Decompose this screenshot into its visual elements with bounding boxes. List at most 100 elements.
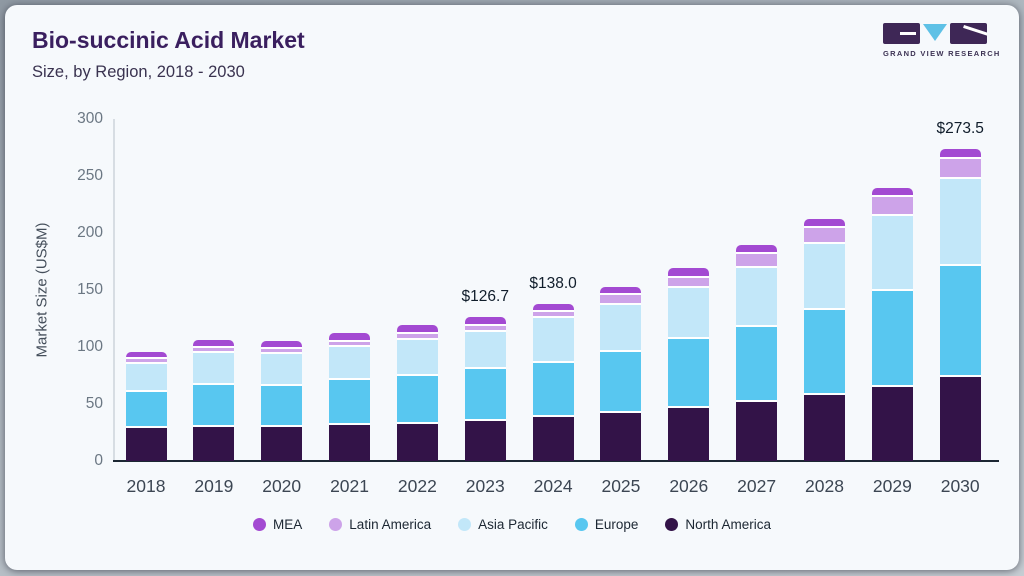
bar-2019 [193, 340, 235, 461]
bar-2027-segment-europe [736, 326, 778, 403]
bar-2025-segment-asia-pacific [600, 305, 642, 352]
bar-2018-segment-latin-america [125, 359, 167, 365]
bar-2030-segment-north-america [939, 376, 981, 461]
bar-2021-segment-asia-pacific [329, 347, 371, 380]
data-label-2023: $126.7 [461, 287, 509, 305]
bar-2027 [736, 244, 778, 461]
bar-2024-segment-mea [532, 303, 574, 312]
bar-2021-segment-latin-america [329, 341, 371, 348]
bar-2026 [668, 268, 710, 461]
bar-2023-segment-europe [464, 369, 506, 421]
bar-2020-segment-asia-pacific [261, 353, 303, 386]
x-tick-label-2021: 2021 [330, 476, 370, 496]
x-tick-label-2028: 2028 [805, 476, 844, 496]
bar-2027-segment-latin-america [736, 253, 778, 269]
bar-2019-segment-mea [193, 340, 235, 349]
y-axis-line [113, 119, 115, 461]
bar-2028 [804, 219, 845, 461]
x-tick-label-2019: 2019 [194, 476, 234, 496]
page-subtitle: Size, by Region, 2018 - 2030 [32, 63, 245, 81]
x-tick-label-2029: 2029 [872, 476, 912, 496]
y-tick-label-200: 200 [77, 224, 103, 241]
bar-2018-segment-mea [125, 351, 167, 360]
bar-2019-segment-europe [193, 384, 235, 427]
y-tick-label-150: 150 [77, 281, 103, 298]
y-tick-label-300: 300 [77, 110, 103, 127]
bar-2030-segment-asia-pacific [939, 178, 981, 266]
gvr-logo: GRAND VIEW RESEARCH [883, 23, 1001, 58]
bar-2022-segment-mea [396, 324, 438, 334]
logo-marks [883, 23, 987, 45]
logo-r-bar [963, 25, 987, 36]
bar-2018 [125, 351, 167, 461]
bar-2029-segment-latin-america [871, 197, 913, 216]
legend-item-europe: Europe [574, 517, 639, 532]
bar-2028-segment-mea [804, 219, 845, 229]
bar-2022-segment-asia-pacific [396, 340, 438, 376]
logo-v-triangle-icon [923, 24, 947, 41]
x-axis-line [113, 460, 999, 462]
bar-2029-segment-europe [871, 291, 913, 387]
bar-2020-segment-latin-america [261, 349, 303, 354]
y-tick-label-250: 250 [77, 167, 103, 184]
bar-2019-segment-latin-america [193, 348, 235, 354]
bar-2019-segment-asia-pacific [193, 353, 235, 385]
bar-2018-segment-europe [125, 391, 167, 429]
bar-2030 [939, 149, 981, 461]
x-tick-label-2026: 2026 [669, 476, 709, 496]
legend-dot-latin-america [329, 518, 343, 531]
bar-2022-segment-north-america [396, 423, 438, 461]
y-tick-label-50: 50 [85, 395, 103, 412]
legend-label-latin-america: Latin America [349, 517, 432, 532]
x-tick-label-2030: 2030 [940, 476, 980, 496]
bar-2026-segment-mea [668, 268, 710, 278]
bar-2029-segment-asia-pacific [871, 216, 913, 291]
legend: MEA Latin America Asia Pacific Europe North … [5, 517, 1019, 532]
legend-item-north-america: North America [665, 517, 771, 532]
bar-2026-segment-latin-america [668, 277, 710, 289]
bar-2018-segment-north-america [125, 428, 167, 461]
bar-2026-segment-north-america [668, 407, 710, 461]
data-label-2024: $138.0 [529, 274, 577, 292]
bar-2021 [329, 333, 371, 461]
bar-2027-segment-north-america [736, 402, 778, 461]
x-tick-label-2020: 2020 [262, 476, 302, 496]
bar-2030-segment-latin-america [939, 159, 981, 179]
bar-2024 [532, 303, 574, 461]
bar-2020-segment-europe [261, 385, 303, 428]
bar-2029 [871, 187, 913, 461]
legend-label-mea: MEA [273, 517, 303, 532]
legend-dot-europe [574, 518, 588, 531]
legend-item-asia-pacific: Asia Pacific [458, 517, 548, 532]
bar-2022-segment-europe [396, 375, 438, 424]
bar-2030-segment-mea [939, 149, 981, 160]
legend-dot-mea [253, 518, 267, 531]
bar-2020 [261, 340, 303, 461]
x-tick-label-2023: 2023 [465, 476, 505, 496]
chart-card: Bio-succinic Acid Market Size, by Region… [5, 5, 1019, 570]
logo-g-block [883, 23, 920, 44]
bar-2029-segment-mea [871, 187, 913, 198]
bar-2025-segment-latin-america [600, 295, 642, 306]
bar-2025-segment-mea [600, 287, 642, 296]
bar-2021-segment-north-america [329, 424, 371, 461]
bar-2028-segment-europe [804, 309, 845, 395]
bar-2020-segment-north-america [261, 427, 303, 461]
y-tick-label-0: 0 [94, 452, 103, 469]
bar-2021-segment-europe [329, 379, 371, 425]
bar-2020-segment-mea [261, 340, 303, 350]
bar-2021-segment-mea [329, 333, 371, 342]
x-tick-label-2027: 2027 [737, 476, 777, 496]
bar-2027-segment-asia-pacific [736, 268, 778, 327]
bar-2027-segment-mea [736, 244, 778, 254]
bar-2028-segment-north-america [804, 394, 845, 461]
legend-dot-north-america [665, 518, 679, 531]
bar-2022-segment-latin-america [396, 333, 438, 341]
legend-label-europe: Europe [594, 517, 639, 532]
bar-2023-segment-asia-pacific [464, 331, 506, 370]
bar-2024-segment-europe [532, 362, 574, 417]
legend-item-latin-america: Latin America [329, 517, 431, 532]
page-title: Bio-succinic Acid Market [32, 27, 305, 53]
bar-2028-segment-latin-america [804, 228, 845, 245]
logo-brand-text: GRAND VIEW RESEARCH [883, 49, 1001, 58]
